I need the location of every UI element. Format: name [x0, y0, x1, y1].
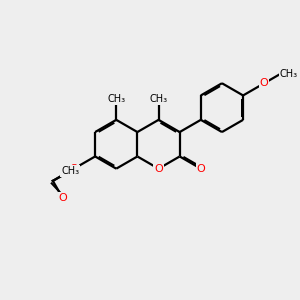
Text: CH₃: CH₃ [61, 166, 79, 176]
Text: O: O [196, 164, 205, 174]
Text: O: O [154, 164, 163, 174]
Text: O: O [70, 164, 78, 174]
Text: CH₃: CH₃ [107, 94, 125, 104]
Text: O: O [260, 78, 268, 88]
Text: O: O [58, 193, 67, 203]
Text: CH₃: CH₃ [149, 94, 168, 104]
Text: CH₃: CH₃ [280, 69, 298, 80]
